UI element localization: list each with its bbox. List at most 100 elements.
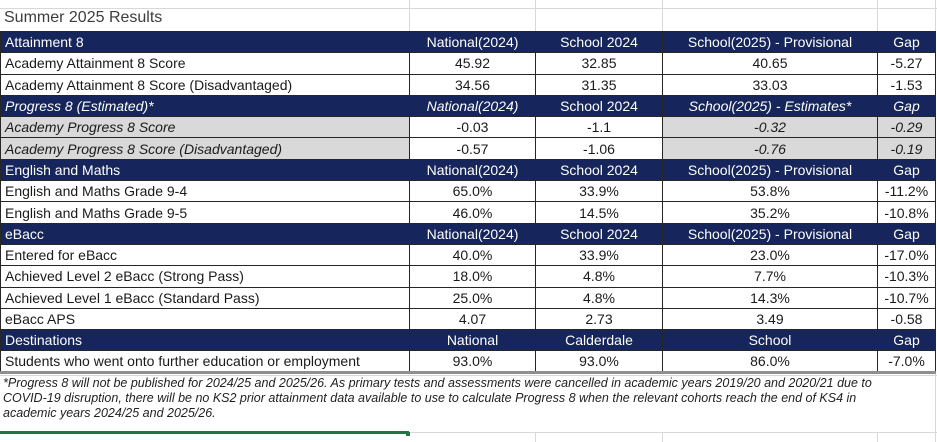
cell-value[interactable]: 46.0%: [409, 201, 536, 224]
row-label[interactable]: Entered for eBacc: [0, 243, 410, 267]
cell-value[interactable]: 93.0%: [409, 350, 536, 373]
table-row: Entered for eBacc 40.0% 33.9% 23.0% -17.0%: [0, 243, 936, 267]
cell-value[interactable]: -0.19: [877, 137, 936, 160]
cell-value[interactable]: -1.06: [535, 137, 663, 160]
cell-value[interactable]: 4.07: [409, 307, 536, 331]
column-header[interactable]: National(2024): [409, 222, 536, 245]
column-header[interactable]: Gap: [877, 158, 936, 182]
cell-value[interactable]: -1.53: [877, 73, 936, 96]
row-label[interactable]: Academy Progress 8 Score: [0, 116, 410, 139]
section-title[interactable]: eBacc: [0, 222, 410, 245]
row-label[interactable]: English and Maths Grade 9-4: [0, 180, 410, 203]
table-row: Academy Attainment 8 Score (Disadvantage…: [0, 73, 936, 96]
column-header[interactable]: School(2025) - Provisional: [662, 158, 878, 182]
cell-value[interactable]: 33.03: [662, 73, 878, 96]
cell-value[interactable]: 40.65: [662, 52, 878, 75]
cell-value[interactable]: 34.56: [409, 73, 536, 96]
cell-value[interactable]: 4.8%: [535, 286, 663, 309]
section-title[interactable]: Attainment 8: [0, 30, 410, 54]
section-title[interactable]: Progress 8 (Estimated)*: [0, 94, 410, 118]
cell-value[interactable]: -11.2%: [877, 180, 936, 203]
column-header[interactable]: Gap: [877, 222, 936, 245]
column-header[interactable]: National(2024): [409, 94, 536, 118]
row-label[interactable]: English and Maths Grade 9-5: [0, 201, 410, 224]
section-header-row: eBacc National(2024) School 2024 School(202…: [0, 222, 936, 245]
column-header[interactable]: National: [409, 329, 536, 352]
cell-value[interactable]: -10.3%: [877, 265, 936, 288]
column-header[interactable]: School 2024: [535, 158, 663, 182]
cell-value[interactable]: -5.27: [877, 52, 936, 75]
cell-value[interactable]: 53.8%: [662, 180, 878, 203]
gridline: [410, 432, 937, 433]
cell-value[interactable]: 14.3%: [662, 286, 878, 309]
column-header[interactable]: Gap: [877, 30, 936, 54]
column-header[interactable]: School 2024: [535, 30, 663, 54]
cell-value[interactable]: -10.7%: [877, 286, 936, 309]
column-header[interactable]: Gap: [877, 329, 936, 352]
cell-value[interactable]: -0.57: [409, 137, 536, 160]
row-label[interactable]: eBacc APS: [0, 307, 410, 331]
section-header-row: Progress 8 (Estimated)* National(2024) Sch…: [0, 94, 936, 118]
cell-value[interactable]: 40.0%: [409, 243, 536, 267]
cell-value[interactable]: 86.0%: [662, 350, 878, 373]
cell-value[interactable]: 23.0%: [662, 243, 878, 267]
column-header[interactable]: School 2024: [535, 94, 663, 118]
column-header[interactable]: National(2024): [409, 158, 536, 182]
row-label[interactable]: Academy Progress 8 Score (Disadvantaged): [0, 137, 410, 160]
cell-value[interactable]: 4.8%: [535, 265, 663, 288]
selection-outline: [0, 431, 410, 436]
section-title[interactable]: Destinations: [0, 329, 410, 352]
cell-value[interactable]: -17.0%: [877, 243, 936, 267]
cell-value[interactable]: -0.58: [877, 307, 936, 331]
cell-value[interactable]: 18.0%: [409, 265, 536, 288]
cell-value[interactable]: 31.35: [535, 73, 663, 96]
cell-value[interactable]: -0.76: [662, 137, 878, 160]
selection-handle[interactable]: [406, 432, 410, 436]
cell-value[interactable]: -7.0%: [877, 350, 936, 373]
gridline: [0, 8, 937, 9]
row-label[interactable]: Students who went onto further education…: [0, 350, 410, 373]
cell-value[interactable]: 45.92: [409, 52, 536, 75]
row-label[interactable]: Achieved Level 2 eBacc (Strong Pass): [0, 265, 410, 288]
cell-value[interactable]: 35.2%: [662, 201, 878, 224]
column-header[interactable]: Gap: [877, 94, 936, 118]
cell-value[interactable]: 32.85: [535, 52, 663, 75]
cell-value[interactable]: 14.5%: [535, 201, 663, 224]
cell-value[interactable]: 25.0%: [409, 286, 536, 309]
results-table: Attainment 8 National(2024) School 2024 Sch…: [0, 30, 936, 374]
row-label[interactable]: Achieved Level 1 eBacc (Standard Pass): [0, 286, 410, 309]
column-header[interactable]: Calderdale: [535, 329, 663, 352]
column-header[interactable]: School: [662, 329, 878, 352]
cell-value[interactable]: 93.0%: [535, 350, 663, 373]
cell-value[interactable]: 33.9%: [535, 180, 663, 203]
table-row: English and Maths Grade 9-4 65.0% 33.9% 53.…: [0, 180, 936, 203]
section-title[interactable]: English and Maths: [0, 158, 410, 182]
column-header[interactable]: School 2024: [535, 222, 663, 245]
cell-value[interactable]: 3.49: [662, 307, 878, 331]
cell-value[interactable]: -0.29: [877, 116, 936, 139]
cell-value[interactable]: -10.8%: [877, 201, 936, 224]
column-header[interactable]: School(2025) - Provisional: [662, 30, 878, 54]
cell-value[interactable]: 7.7%: [662, 265, 878, 288]
footnote-line: *Progress 8 will not be published for 20…: [3, 376, 872, 390]
cell-value[interactable]: -0.03: [409, 116, 536, 139]
column-header[interactable]: National(2024): [409, 30, 536, 54]
table-row: Academy Progress 8 Score (Disadvantaged)…: [0, 137, 936, 160]
cell-value[interactable]: 33.9%: [535, 243, 663, 267]
table-row: English and Maths Grade 9-5 46.0% 14.5% 35.…: [0, 201, 936, 224]
gridline: [535, 0, 536, 31]
cell-value[interactable]: 65.0%: [409, 180, 536, 203]
cell-value[interactable]: 2.73: [535, 307, 663, 331]
footnote-line: COVID-19 disruption, there will be no KS…: [3, 391, 857, 406]
table-row: Students who went onto further education…: [0, 350, 936, 373]
column-header[interactable]: School(2025) - Provisional: [662, 222, 878, 245]
gridline: [877, 0, 878, 31]
column-header[interactable]: School(2025) - Estimates*: [662, 94, 878, 118]
footnote-line: academic years 2024/25 and 2025/26.: [3, 406, 216, 421]
row-label[interactable]: Academy Attainment 8 Score: [0, 52, 410, 75]
gridline: [662, 433, 663, 442]
row-label[interactable]: Academy Attainment 8 Score (Disadvantage…: [0, 73, 410, 96]
cell-value[interactable]: -0.32: [662, 116, 878, 139]
cell-value[interactable]: -1.1: [535, 116, 663, 139]
